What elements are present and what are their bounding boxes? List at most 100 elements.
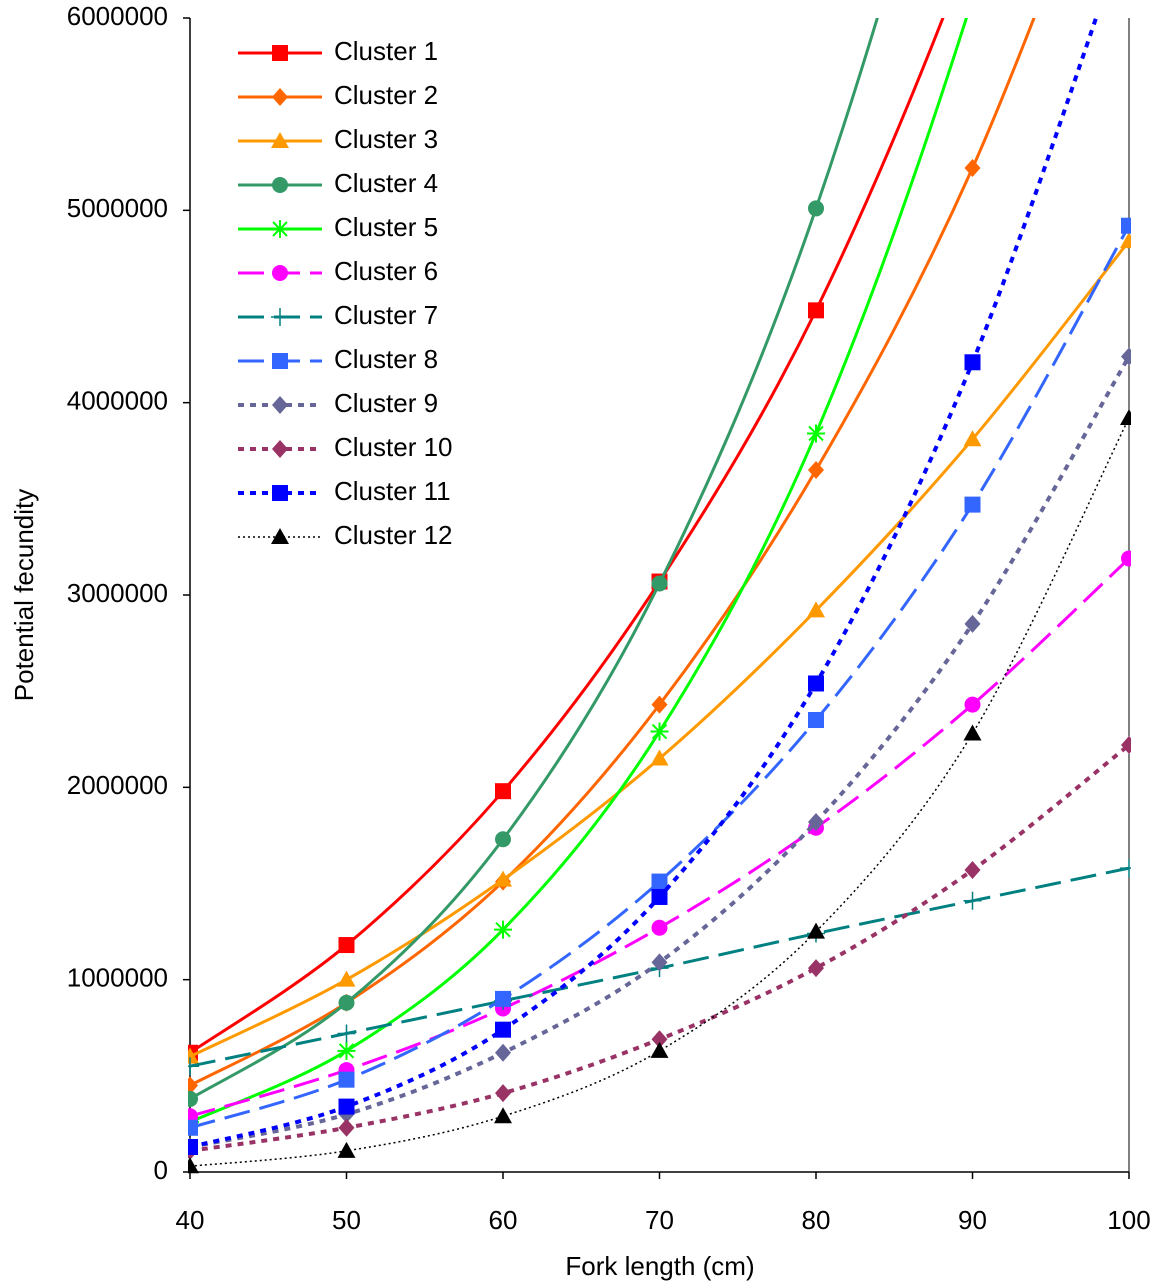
series-line [189,18,1036,1087]
marker [651,953,668,972]
marker [272,177,288,193]
marker [651,919,668,936]
marker [807,601,825,618]
series-line [189,743,1131,1153]
marker [338,1071,355,1088]
marker [1120,859,1131,878]
marker [1120,232,1131,249]
marker [188,1044,198,1061]
legend-label: Cluster 7 [334,300,438,330]
y-tick-label: 2000000 [67,770,168,800]
marker [807,424,825,443]
marker [271,528,289,544]
marker [338,994,355,1011]
marker [651,1030,668,1049]
marker [271,132,289,148]
series-line [189,18,879,1101]
marker [651,873,668,890]
marker [808,200,824,217]
series-line [189,18,945,1054]
marker [963,724,982,741]
marker [964,0,982,8]
marker [650,749,669,766]
x-tick-label: 90 [958,1205,987,1235]
marker [1121,550,1131,567]
marker [337,1024,356,1043]
marker [271,308,289,326]
marker [495,831,511,848]
marker [808,959,824,978]
marker [272,45,288,61]
marker [495,1021,511,1038]
x-tick-label: 80 [802,1205,831,1235]
marker [808,675,824,692]
marker [495,1043,511,1062]
marker [1121,736,1131,755]
marker [651,575,668,592]
marker [188,1076,198,1095]
series-line [189,224,1131,1130]
marker [337,1141,356,1158]
marker [495,1084,511,1103]
y-tick-label: 3000000 [67,578,168,608]
legend-label: Cluster 11 [334,476,451,506]
series-line [189,18,1099,1149]
marker [964,496,981,513]
marker [495,783,511,800]
marker [964,861,981,880]
y-axis-label: Potential fecundity [9,489,39,701]
marker [188,1119,198,1136]
y-tick-label: 1000000 [67,963,168,993]
marker [494,870,512,887]
marker [272,485,288,501]
marker [808,302,824,319]
plot-area [188,0,1131,1174]
legend-label: Cluster 5 [334,212,438,242]
marker [337,1041,356,1060]
marker [808,812,824,831]
marker [964,614,981,633]
marker [651,888,668,905]
series-line [189,417,1130,1167]
marker [338,937,355,954]
marker [807,922,825,939]
marker [494,1107,512,1124]
marker [272,396,288,414]
legend-label: Cluster 12 [334,520,453,550]
marker [651,695,668,714]
x-axis-label: Fork length (cm) [565,1251,754,1281]
marker [964,354,981,371]
marker [188,1057,199,1076]
marker [650,722,669,741]
marker [963,891,982,910]
marker [1120,409,1131,426]
y-tick-label: 0 [154,1155,168,1185]
marker [1121,347,1131,366]
marker [1121,217,1131,234]
x-tick-label: 40 [176,1205,205,1235]
x-tick-label: 70 [645,1205,674,1235]
series-line [189,18,968,1124]
marker [964,159,981,178]
y-tick-label: 6000000 [67,1,168,31]
marker [963,430,982,447]
legend-label: Cluster 1 [334,36,438,66]
marker [337,970,356,987]
marker [188,1090,198,1107]
x-tick-label: 50 [332,1205,361,1235]
marker [272,88,288,106]
legend-label: Cluster 10 [334,432,453,462]
marker [494,920,512,939]
marker [495,990,511,1007]
legend-label: Cluster 9 [334,388,438,418]
marker [188,1138,198,1155]
marker [272,440,288,458]
legend-label: Cluster 6 [334,256,438,286]
marker [808,460,824,479]
legend-label: Cluster 2 [334,80,438,110]
x-tick-label: 60 [489,1205,518,1235]
marker [338,1098,355,1115]
x-tick-label: 100 [1107,1205,1150,1235]
marker [188,1157,199,1174]
